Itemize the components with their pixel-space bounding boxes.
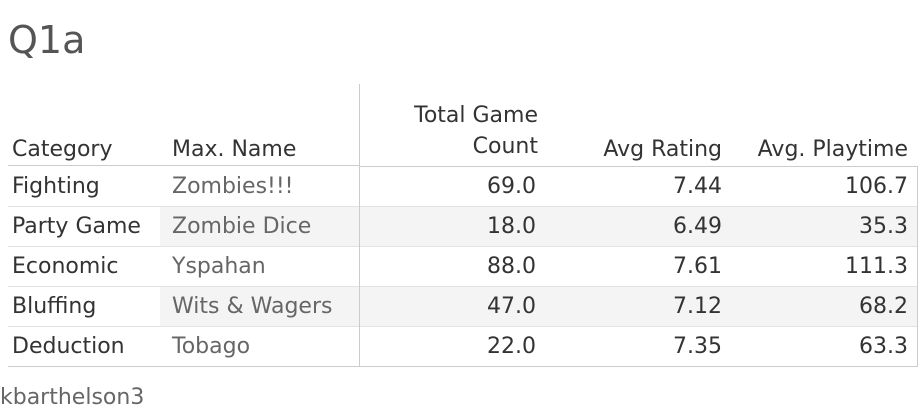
table-bottom-border [8,366,918,367]
chart-title: Q1a [8,18,86,62]
cell-avg-playtime: 111.3 [845,254,908,279]
table-row[interactable]: Bluffing Wits & Wagers 47.0 7.12 68.2 [0,287,918,327]
cell-total-game-count: 47.0 [487,294,536,319]
cell-total-game-count: 69.0 [487,174,536,199]
cell-category: Bluffing [12,294,97,319]
column-header-total-line1: Total Game [414,103,538,128]
cell-total-game-count: 88.0 [487,254,536,279]
cell-avg-rating: 7.35 [673,334,722,359]
table-row[interactable]: Deduction Tobago 22.0 7.35 63.3 [0,327,918,367]
column-header-total-game-count[interactable]: Total Game Count [378,100,538,162]
row-divider [8,286,918,287]
body-divider [359,166,360,366]
cell-total-game-count: 22.0 [487,334,536,359]
cell-max-name: Wits & Wagers [172,294,333,319]
column-header-avg-rating[interactable]: Avg Rating [603,137,722,162]
header-bottom-border-right [360,166,918,167]
table-row[interactable]: Economic Yspahan 88.0 7.61 111.3 [0,247,918,287]
cell-category: Economic [12,254,119,279]
cell-category: Deduction [12,334,125,359]
column-header-total-line2: Count [472,134,538,159]
row-divider [8,326,918,327]
cell-max-name: Zombie Dice [172,214,312,239]
cell-avg-rating: 7.44 [673,174,722,199]
cell-avg-playtime: 63.3 [859,334,908,359]
cell-avg-rating: 7.12 [673,294,722,319]
author-label: kbarthelson3 [0,385,145,410]
header-bottom-border [8,165,360,166]
cell-avg-rating: 6.49 [673,214,722,239]
table-row[interactable]: Party Game Zombie Dice 18.0 6.49 35.3 [0,207,918,247]
cell-avg-rating: 7.61 [673,254,722,279]
row-band [160,207,918,246]
cell-max-name: Zombies!!! [172,174,294,199]
row-divider [8,206,918,207]
cell-avg-playtime: 35.3 [859,214,908,239]
cell-max-name: Tobago [172,334,251,359]
row-band [160,287,918,326]
cell-category: Party Game [12,214,141,239]
column-header-category[interactable]: Category [12,137,113,162]
cell-max-name: Yspahan [172,254,266,279]
column-header-avg-playtime[interactable]: Avg. Playtime [757,137,908,162]
cell-total-game-count: 18.0 [487,214,536,239]
table-row[interactable]: Fighting Zombies!!! 69.0 7.44 106.7 [0,167,918,207]
row-divider [8,246,918,247]
column-header-max-name[interactable]: Max. Name [172,137,297,162]
cell-avg-playtime: 106.7 [845,174,908,199]
data-table: Category Max. Name Total Game Count Avg … [0,84,918,367]
right-border [917,166,918,366]
header-divider [359,84,360,167]
cell-avg-playtime: 68.2 [859,294,908,319]
cell-category: Fighting [12,174,100,199]
